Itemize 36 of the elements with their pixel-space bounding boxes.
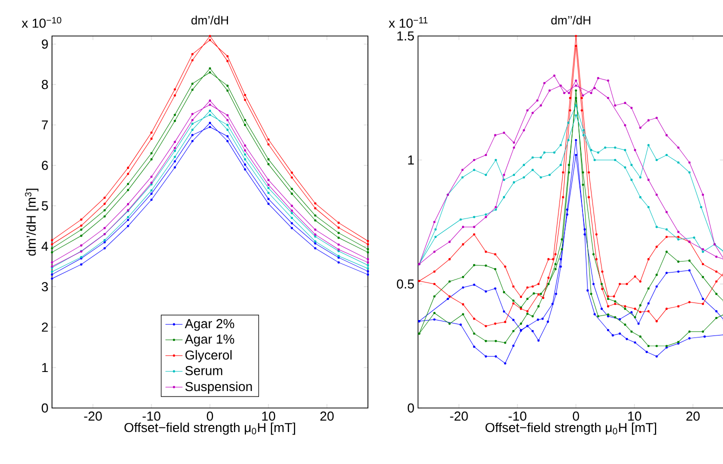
x-tick-label: -20	[84, 412, 102, 421]
y-tick-label: 0	[408, 403, 414, 413]
y-tick-label: 7	[42, 120, 48, 130]
x-tick-label: 10	[262, 412, 276, 421]
x-tick-label: 0	[572, 412, 580, 421]
x-tick-label: 20	[320, 412, 334, 421]
x-tick-label: 20	[686, 412, 700, 421]
legend-label: Serum	[185, 366, 222, 376]
y-tick-label: 6	[42, 160, 48, 170]
x-tick-label: 0	[206, 412, 214, 421]
y-axis-title: dm’/dH [m$^{3}$]	[24, 188, 38, 256]
y-tick-label: 1	[408, 156, 414, 164]
chart-title: dm’’/dH	[551, 16, 590, 24]
x-axis-title: Offset−field strength μ$_{0}$H [mT]	[486, 422, 656, 435]
legend-label: Suspension	[185, 382, 252, 394]
y-tick-label: 9	[42, 39, 48, 49]
y-tick-label: 0	[42, 403, 48, 413]
x-tick-label: -20	[450, 412, 468, 421]
y-tick-label: 3	[42, 282, 48, 292]
y-tick-label: 5	[42, 201, 48, 210]
x-axis-title: Offset−field strength μ$_{0}$H [mT]	[124, 422, 296, 435]
chart-title: dm’/dH	[191, 16, 228, 24]
y-tick-label: 8	[42, 80, 48, 90]
legend-label: Glycerol	[185, 350, 232, 362]
x-tick-label: -10	[508, 412, 526, 421]
y-tick-label: 0.5	[396, 279, 414, 289]
y-tick-label: 1	[42, 363, 48, 372]
legend-label: Agar 1%	[184, 334, 234, 346]
x-tick-label: -10	[142, 412, 160, 421]
x-tick-label: 10	[628, 412, 642, 421]
y-tick-label: 1.5	[397, 31, 414, 41]
legend-label: Agar 2%	[184, 319, 234, 331]
text: x 10$^{−11}$	[388, 17, 428, 28]
text: x 10$^{−10}$	[22, 16, 62, 28]
y-tick-label: 2	[42, 322, 48, 332]
y-tick-label: 4	[42, 242, 48, 251]
